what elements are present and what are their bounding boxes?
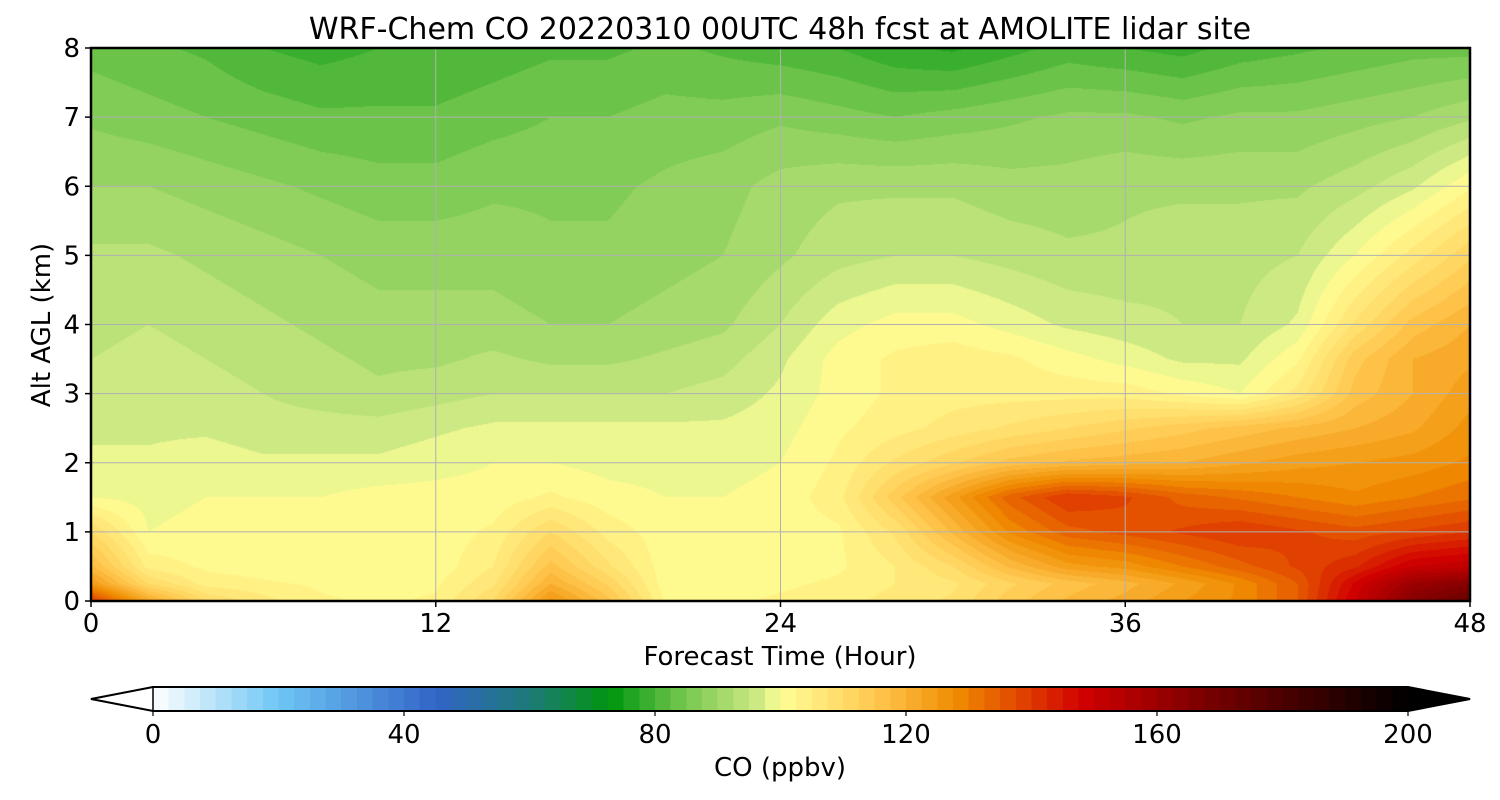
chart-title: WRF-Chem CO 20220310 00UTC 48h fcst at A… bbox=[309, 12, 1251, 47]
x-tick-label: 24 bbox=[764, 609, 797, 639]
colorbar-tick-label: 160 bbox=[1132, 720, 1182, 750]
y-tick-label: 8 bbox=[63, 34, 80, 64]
x-tick-label: 0 bbox=[83, 609, 100, 639]
y-tick-label: 3 bbox=[63, 380, 80, 410]
colorbar-tick-label: 120 bbox=[881, 720, 931, 750]
y-tick-label: 6 bbox=[63, 172, 80, 202]
colorbar-tick-label: 200 bbox=[1383, 720, 1433, 750]
colorbar-extend-low bbox=[90, 686, 154, 712]
y-tick-label: 2 bbox=[63, 449, 80, 479]
x-axis-ticks: 0 12 24 36 48 bbox=[83, 601, 1487, 639]
colorbar-ticks: 0 40 80 120 160 200 bbox=[145, 711, 1433, 750]
x-tick-label: 48 bbox=[1453, 609, 1486, 639]
colorbar-tick-label: 0 bbox=[145, 720, 162, 750]
y-axis-label: Alt AGL (km) bbox=[27, 243, 57, 407]
x-tick-label: 12 bbox=[419, 609, 452, 639]
colorbar: 0 40 80 120 160 200 CO (ppbv) bbox=[90, 686, 1471, 783]
colorbar-gradient bbox=[153, 687, 1408, 711]
y-tick-label: 4 bbox=[63, 311, 80, 341]
y-tick-label: 7 bbox=[63, 103, 80, 133]
grid-lines bbox=[91, 48, 1470, 601]
x-tick-label: 36 bbox=[1109, 609, 1142, 639]
y-tick-label: 5 bbox=[63, 241, 80, 271]
y-tick-label: 1 bbox=[63, 518, 80, 548]
colorbar-extend-high bbox=[1407, 686, 1471, 712]
y-tick-label: 0 bbox=[63, 587, 80, 617]
colorbar-tick-label: 80 bbox=[638, 720, 671, 750]
x-axis-label: Forecast Time (Hour) bbox=[643, 642, 916, 672]
colorbar-label: CO (ppbv) bbox=[714, 753, 846, 783]
colorbar-tick-label: 40 bbox=[387, 720, 420, 750]
y-axis-ticks: 0 1 2 3 4 5 6 7 8 bbox=[63, 34, 91, 617]
